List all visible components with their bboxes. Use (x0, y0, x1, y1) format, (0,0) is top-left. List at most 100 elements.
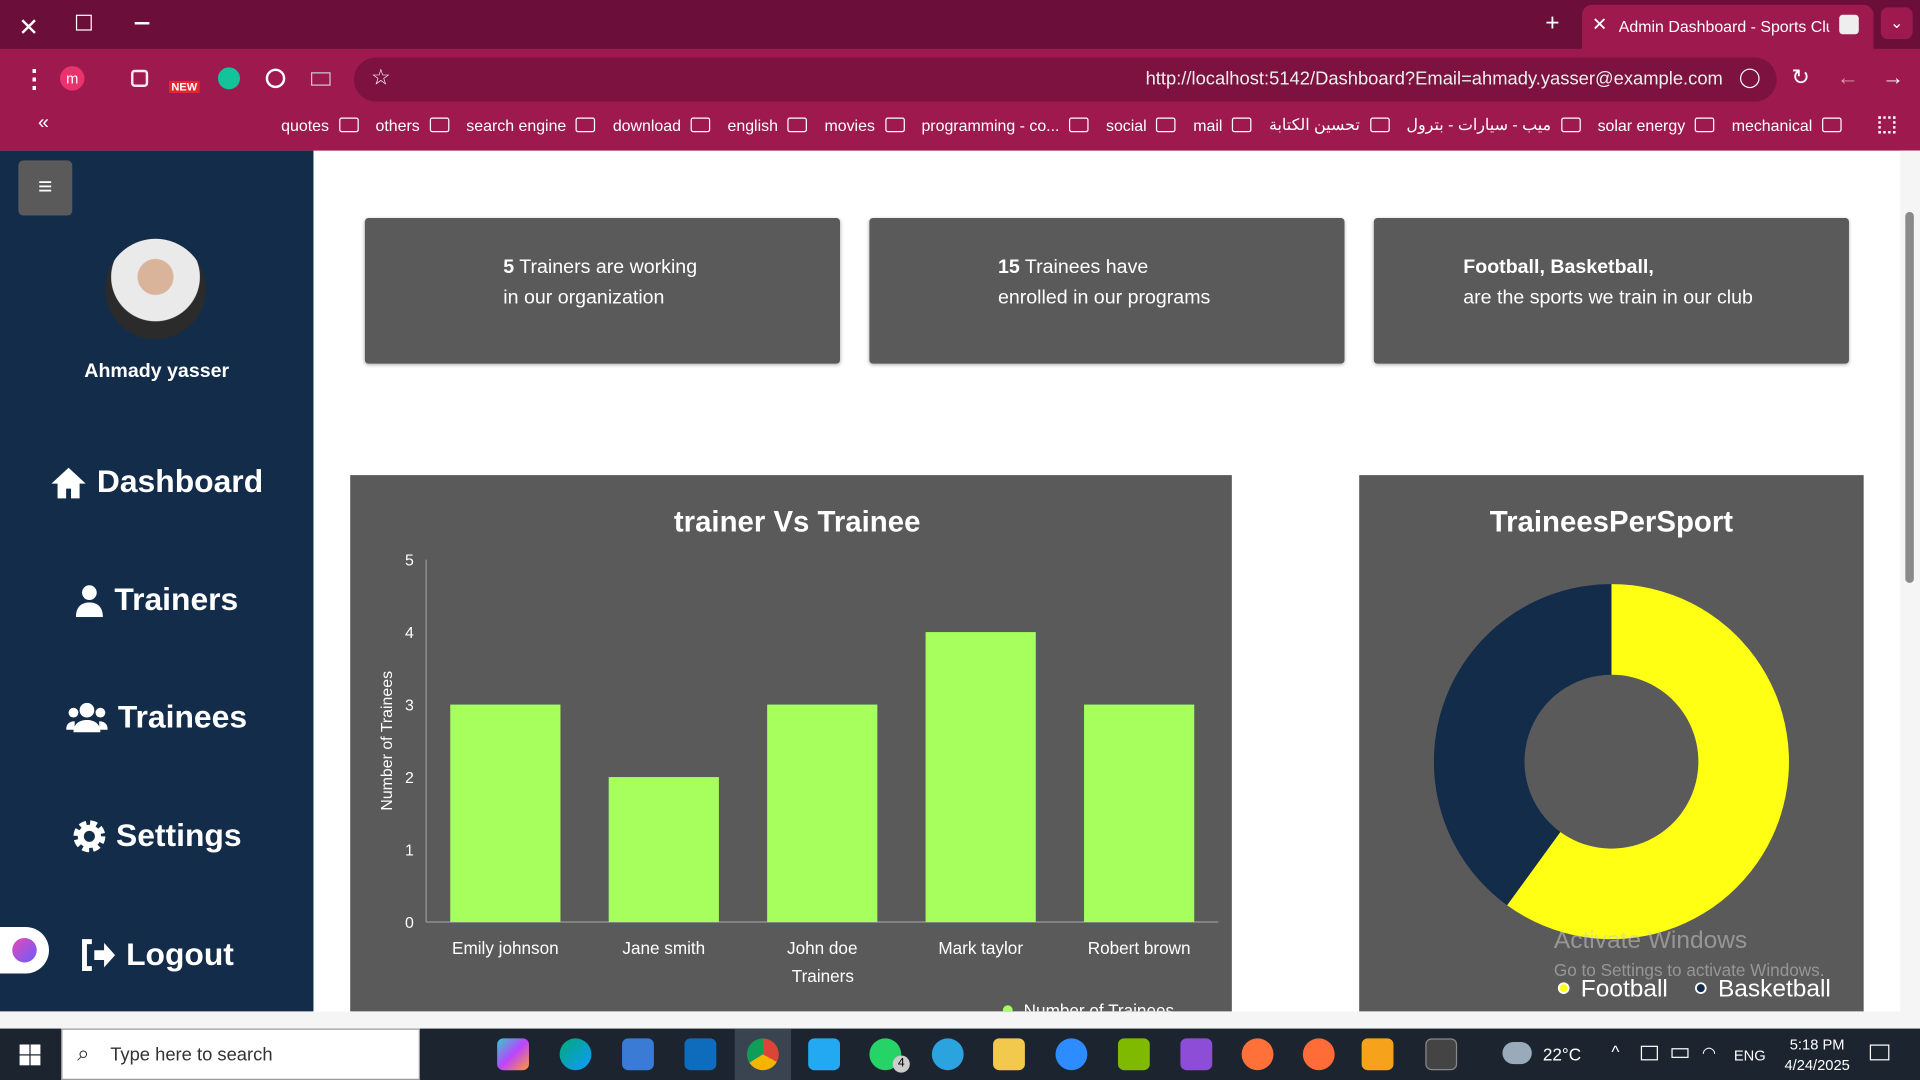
card-text: Trainers are working (519, 257, 698, 278)
taskbar-app[interactable] (808, 1038, 841, 1071)
stat-card: 15 Trainees have enrolled in our programs (869, 217, 1345, 364)
menu-toggle[interactable]: ≡ (18, 160, 73, 216)
active-tab[interactable]: ✕ Admin Dashboard - Sports Club (1582, 4, 1874, 49)
taskbar-app[interactable] (931, 1038, 964, 1071)
nav-settings[interactable]: Settings (0, 817, 313, 855)
bar-chart: trainer Vs Trainee 0 1 2 3 4 5 Emily johnson Jan… (379, 505, 1219, 1012)
legend-label: Basketball (1718, 976, 1831, 1003)
taskbar-app[interactable] (1302, 1038, 1335, 1071)
tab-favicon (1839, 14, 1859, 35)
nav-logout[interactable]: Logout (0, 936, 313, 974)
forward[interactable]: → (1882, 64, 1905, 90)
avatar (105, 238, 206, 340)
language[interactable]: ENG (1733, 1046, 1766, 1065)
minimize-window[interactable] (134, 22, 150, 24)
tray-arrow[interactable]: ^ (1611, 1042, 1620, 1062)
url: http://localhost:5142/Dashboard?Email=ah… (1145, 68, 1723, 90)
reload[interactable]: ↻ (1791, 64, 1810, 90)
close-window[interactable]: ✕ (18, 14, 39, 42)
pie-chart: TraineesPerSport Football Basketball (1433, 505, 1831, 1003)
ext-icon[interactable] (265, 68, 286, 89)
legend-label: Football (1581, 976, 1668, 1003)
assistant-bubble[interactable] (0, 926, 49, 974)
bookmark[interactable]: download (613, 116, 711, 134)
taskbar-app[interactable] (1425, 1038, 1458, 1071)
restore-window[interactable] (75, 14, 92, 31)
legend-marker (1002, 1005, 1013, 1012)
wifi[interactable]: ◠ (1702, 1043, 1716, 1062)
pie-slice (1433, 584, 1612, 906)
taskbar-app[interactable] (1117, 1038, 1150, 1071)
taskbar-active[interactable] (734, 1028, 792, 1080)
y-tick-label: 4 (405, 625, 414, 642)
nav-trainees[interactable]: Trainees (0, 698, 313, 736)
legend-marker (1695, 982, 1707, 994)
address-bar[interactable]: ☆ http://localhost:5142/Dashboard?Email=… (353, 57, 1777, 102)
taskbar-app[interactable] (1361, 1038, 1394, 1071)
bookmark[interactable]: others (375, 116, 449, 134)
notifications[interactable] (1869, 1044, 1890, 1061)
nav-dashboard[interactable]: Dashboard (0, 463, 313, 501)
taskbar-app[interactable] (559, 1038, 592, 1071)
bookmark[interactable]: movies (824, 116, 904, 134)
x-axis-label: Trainers (792, 966, 854, 986)
nav-trainers[interactable]: Trainers (0, 580, 313, 618)
taskbar-app[interactable] (1180, 1038, 1213, 1071)
extension-icon[interactable] (131, 69, 149, 87)
nav-label: Trainers (114, 580, 239, 618)
bar (767, 704, 878, 923)
nav-label: Trainees (117, 697, 248, 735)
bookmark[interactable]: solar energy (1598, 116, 1715, 134)
bookmark[interactable]: ميب - سيارات - بترول (1406, 115, 1580, 135)
home-icon (51, 467, 86, 498)
clock[interactable]: 5:18 PM 4/24/2025 (1771, 1035, 1864, 1077)
bookmark-star[interactable]: ☆ (371, 64, 391, 90)
collapse-bookmarks[interactable]: « (37, 112, 49, 134)
logout-icon (81, 938, 116, 971)
menu-dots[interactable]: ⋮ (22, 66, 47, 94)
tab-search[interactable]: ⌄ (1880, 7, 1913, 40)
weather-icon (1502, 1042, 1532, 1065)
x-tick-label: John doe (787, 938, 857, 958)
time: 5:18 PM (1789, 1035, 1845, 1054)
bookmark[interactable]: quotes (281, 116, 358, 134)
battery[interactable] (1671, 1048, 1689, 1058)
apps[interactable] (1878, 116, 1896, 134)
chart-title: trainer Vs Trainee (674, 505, 921, 538)
legend-label: Number of Trainees (1024, 1000, 1174, 1011)
grammarly-icon[interactable] (217, 67, 241, 90)
new-tab[interactable]: + (1545, 9, 1560, 37)
x-tick-label: Mark taylor (938, 938, 1023, 958)
taskbar-app[interactable] (1241, 1038, 1274, 1071)
y-tick-label: 2 (405, 770, 414, 787)
bookmark[interactable]: mechanical (1732, 116, 1842, 134)
mail-ext[interactable] (311, 72, 331, 86)
bookmark[interactable]: search engine (466, 116, 595, 134)
pie-slice (1507, 584, 1789, 940)
bookmark[interactable]: programming - co... (921, 116, 1088, 134)
start-button[interactable] (19, 1044, 41, 1066)
site-info[interactable] (1740, 68, 1760, 89)
taskbar-app[interactable] (684, 1038, 717, 1071)
taskbar-app[interactable] (993, 1038, 1025, 1071)
taskbar-app[interactable] (1055, 1038, 1088, 1071)
profile-icon[interactable]: m (60, 66, 85, 91)
users-icon (66, 702, 109, 732)
taskbar-app[interactable] (497, 1038, 529, 1071)
taskbar-app[interactable] (622, 1038, 654, 1071)
bookmark[interactable]: english (728, 116, 808, 134)
bookmark[interactable]: mail (1193, 116, 1252, 134)
bookmark[interactable]: social (1106, 116, 1176, 134)
tab-close[interactable]: ✕ (1591, 14, 1608, 36)
h-scrollbar[interactable] (0, 1011, 1920, 1029)
tray-icon[interactable] (1640, 1045, 1658, 1061)
ext-badge: NEW (168, 80, 200, 94)
user-name: Ahmady yasser (84, 361, 230, 383)
back[interactable]: ← (1836, 64, 1859, 90)
bookmark[interactable]: تحسين الكتابة (1269, 115, 1389, 135)
stat-card: Football, Basketball, are the sports we t… (1373, 217, 1849, 364)
search-box[interactable]: ⌕ Type here to search (61, 1028, 421, 1080)
stat-card: 5 Trainers are working in our organizatio… (364, 217, 841, 364)
v-scrollbar[interactable] (1900, 150, 1920, 1012)
